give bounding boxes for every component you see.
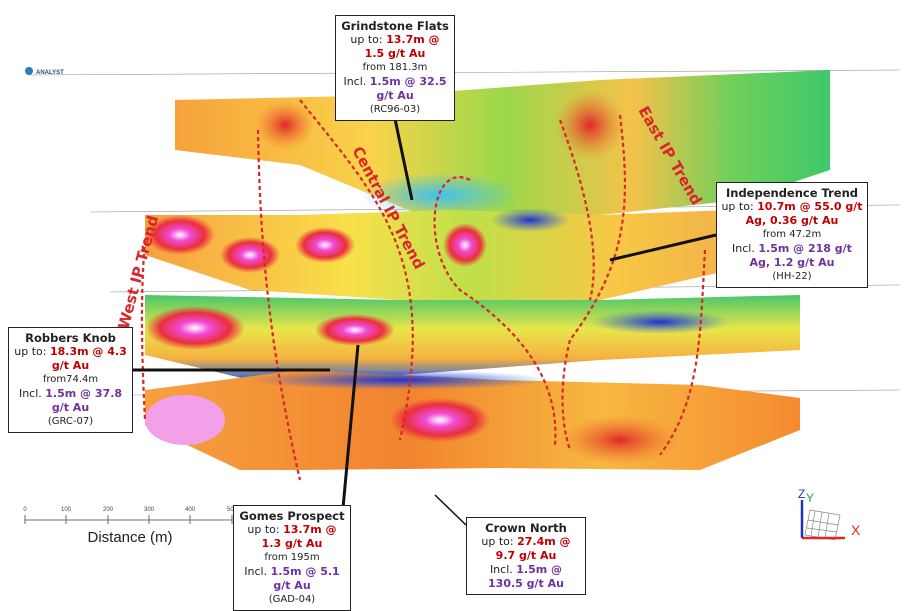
grade: 1.5m @ 32.5 g/t Au	[369, 75, 447, 102]
figure: Central IP Trend East IP Trend West IP T…	[8, 15, 901, 611]
logo: ANALYST	[36, 70, 64, 76]
scale-tick: 400	[185, 507, 196, 513]
grade: 27.4m @ 9.7 g/t Au	[495, 535, 571, 562]
callout: Independence Trend up to: 10.7m @ 55.0 g…	[716, 182, 868, 288]
text: (RC96-03)	[369, 104, 421, 115]
text: up to:	[350, 33, 383, 46]
text: up to:	[14, 345, 47, 358]
callout: Gomes Prospect up to: 13.7m @ 1.3 g/t Au…	[233, 505, 351, 611]
grade: 1.5m @ 37.8 g/t Au	[45, 387, 123, 414]
grade: 13.7m @ 1.3 g/t Au	[261, 523, 337, 550]
callout-title: Crown North	[485, 521, 567, 535]
scale-tick: 200	[103, 507, 114, 513]
scale-tick: 0	[23, 507, 27, 513]
axis-z: Z	[798, 487, 805, 501]
text: Incl.	[18, 387, 42, 400]
callout-title: Robbers Knob	[25, 331, 116, 345]
callout: Robbers Knob up to: 18.3m @ 4.3 g/t Au f…	[8, 327, 133, 433]
grade: 1.5m @ 218 g/t Ag, 1.2 g/t Au	[749, 242, 852, 269]
text: from 47.2m	[762, 229, 822, 240]
text: up to:	[481, 535, 514, 548]
grade: 10.7m @ 55.0 g/t Ag, 0.36 g/t Au	[745, 200, 863, 227]
text: up to:	[721, 200, 754, 213]
scale-tick: 500	[227, 507, 238, 513]
text: up to:	[247, 523, 280, 536]
axis-y: Y	[806, 491, 814, 505]
axis-x: X	[851, 522, 861, 538]
text: from74.4m	[42, 374, 99, 385]
text: from 195m	[264, 552, 320, 563]
scale-tick: 100	[61, 507, 72, 513]
callout-title: Grindstone Flats	[341, 19, 449, 33]
grade: 18.3m @ 4.3 g/t Au	[49, 345, 127, 372]
text: (GRC-07)	[47, 416, 94, 427]
sections: Central IP Trend East IP Trend West IP T…	[23, 67, 901, 546]
callout-title: Gomes Prospect	[239, 509, 345, 523]
grade: 13.7m @ 1.5 g/t Au	[364, 33, 440, 60]
text: Incl.	[343, 75, 367, 88]
callout-title: Independence Trend	[725, 186, 859, 200]
scale-label: Distance (m)	[87, 529, 172, 546]
text: (GAD-04)	[268, 594, 316, 605]
callout: Grindstone Flats up to: 13.7m @ 1.5 g/t …	[335, 15, 455, 121]
grade: 1.5m @ 5.1 g/t Au	[270, 565, 340, 592]
scale-tick: 300	[144, 507, 155, 513]
text: Incl.	[489, 563, 513, 576]
callout: Crown North up to: 27.4m @ 9.7 g/t Au In…	[466, 517, 586, 595]
text: (HH-22)	[772, 271, 812, 282]
text: Incl.	[244, 565, 268, 578]
text: Incl.	[732, 242, 755, 255]
text: from 181.3m	[362, 62, 428, 73]
